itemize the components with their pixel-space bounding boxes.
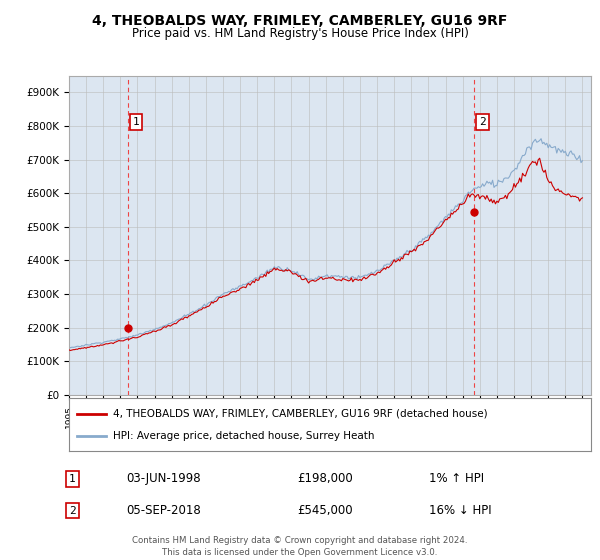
Text: £545,000: £545,000 (297, 504, 353, 517)
Text: 03-JUN-1998: 03-JUN-1998 (126, 472, 200, 486)
Text: 2: 2 (479, 117, 486, 127)
Text: 1% ↑ HPI: 1% ↑ HPI (429, 472, 484, 486)
Text: 4, THEOBALDS WAY, FRIMLEY, CAMBERLEY, GU16 9RF (detached house): 4, THEOBALDS WAY, FRIMLEY, CAMBERLEY, GU… (113, 409, 488, 418)
Text: Price paid vs. HM Land Registry's House Price Index (HPI): Price paid vs. HM Land Registry's House … (131, 27, 469, 40)
Text: 16% ↓ HPI: 16% ↓ HPI (429, 504, 491, 517)
Text: Contains HM Land Registry data © Crown copyright and database right 2024.
This d: Contains HM Land Registry data © Crown c… (132, 536, 468, 557)
Text: £198,000: £198,000 (297, 472, 353, 486)
Text: 1: 1 (133, 117, 139, 127)
Text: 1: 1 (69, 474, 76, 484)
Text: 4, THEOBALDS WAY, FRIMLEY, CAMBERLEY, GU16 9RF: 4, THEOBALDS WAY, FRIMLEY, CAMBERLEY, GU… (92, 14, 508, 28)
Text: HPI: Average price, detached house, Surrey Heath: HPI: Average price, detached house, Surr… (113, 431, 375, 441)
Text: 2: 2 (69, 506, 76, 516)
Text: 05-SEP-2018: 05-SEP-2018 (126, 504, 201, 517)
